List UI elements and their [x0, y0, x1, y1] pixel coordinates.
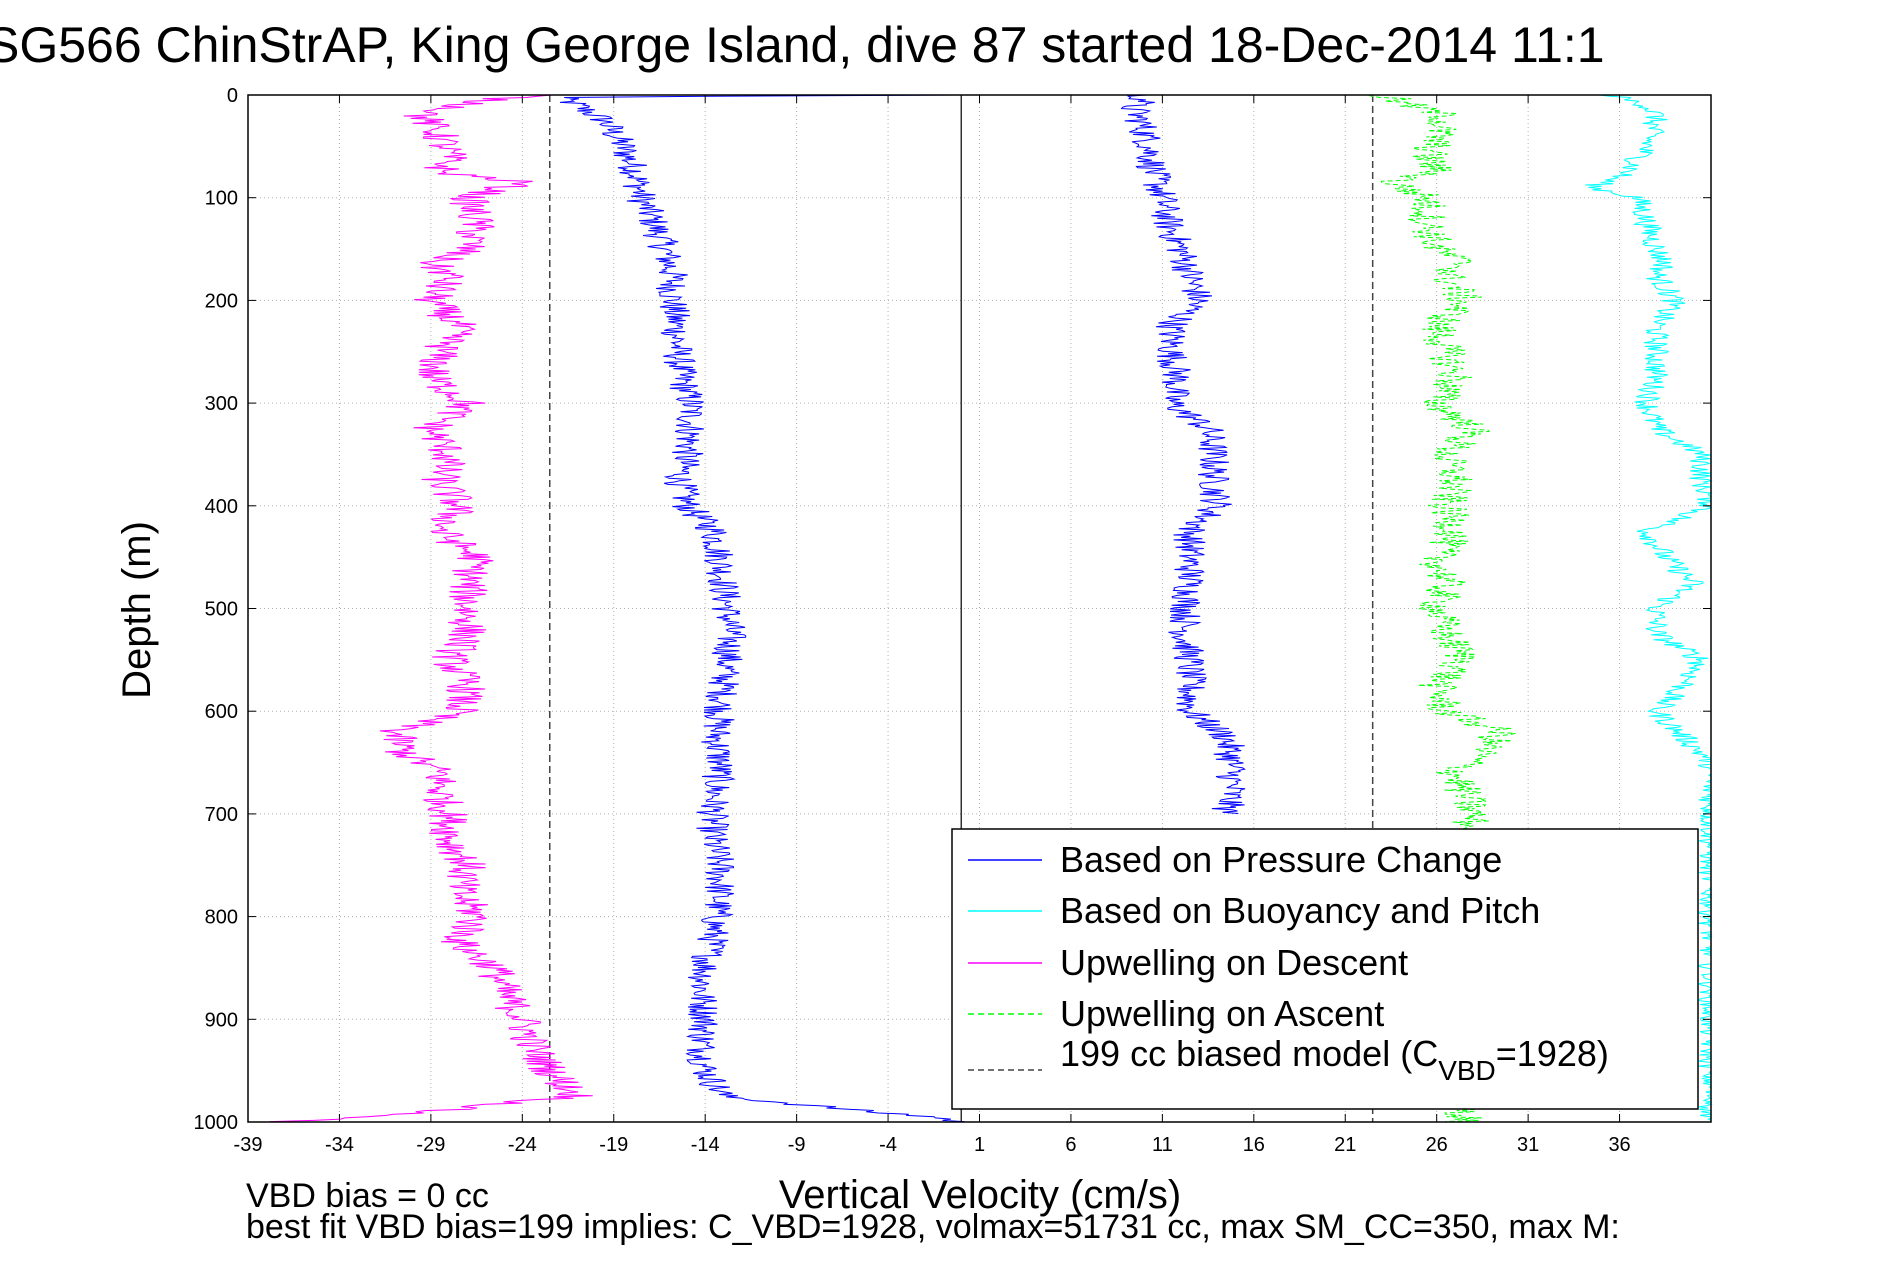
x-tick-label: -29 [416, 1134, 445, 1156]
legend-label-model-main: 199 cc biased model (C [1060, 1033, 1438, 1074]
y-tick-label: 800 [205, 907, 238, 929]
tick-layer: -39 -34 -29 -24 -19 -14 -9 -4 1 6 11 16 21 26 31 360100… [194, 85, 1711, 1156]
y-tick-label: 300 [205, 393, 238, 415]
x-tick-label: -9 [788, 1134, 806, 1156]
series-line-buoyancy-pitch [1585, 94, 1713, 1122]
chart-title: SG566 ChinStrAP, King George Island, div… [0, 17, 1605, 73]
y-tick-label: 100 [205, 188, 238, 210]
legend-label-model-sub: VBD [1438, 1055, 1496, 1086]
x-tick-label: 31 [1517, 1134, 1539, 1156]
x-tick-label: 16 [1243, 1134, 1265, 1156]
y-tick-label: 0 [227, 85, 238, 107]
x-tick-label: -19 [599, 1134, 628, 1156]
series-line-upwelling-descent [269, 94, 593, 1123]
legend-label-buoyancy: Based on Buoyancy and Pitch [1060, 890, 1540, 931]
y-tick-label: 200 [205, 290, 238, 312]
x-tick-label: 1 [974, 1134, 985, 1156]
x-tick-label: 26 [1426, 1134, 1448, 1156]
x-tick-label: 11 [1152, 1134, 1173, 1156]
y-tick-label: 1000 [194, 1112, 239, 1134]
y-tick-label: 600 [205, 701, 238, 723]
vbd-bias-annotation: VBD bias = 0 cc [246, 1177, 489, 1215]
x-tick-label: -14 [691, 1134, 720, 1156]
x-tick-label: -4 [879, 1134, 897, 1156]
x-tick-label: -24 [508, 1134, 537, 1156]
legend-label-ascent: Upwelling on Ascent [1060, 993, 1384, 1034]
series-line-pressure-ascent [1120, 94, 1246, 814]
series-layer [269, 94, 1713, 1123]
legend-label-model: 199 cc biased model (CVBD=1928) [1060, 1033, 1609, 1086]
y-tick-label: 900 [205, 1009, 238, 1031]
x-tick-label: -34 [325, 1134, 354, 1156]
legend-label-pressure: Based on Pressure Change [1060, 839, 1502, 880]
y-axis-label: Depth (m) [115, 521, 159, 699]
y-tick-label: 500 [205, 599, 238, 621]
legend-label-model-tail: =1928) [1496, 1033, 1609, 1074]
x-tick-label: -39 [234, 1134, 263, 1156]
best-fit-annotation: best fit VBD bias=199 implies: C_VBD=192… [246, 1208, 1620, 1246]
y-tick-label: 700 [205, 804, 238, 826]
x-tick-label: 21 [1334, 1134, 1356, 1156]
y-tick-label: 400 [205, 496, 238, 518]
legend-label-descent: Upwelling on Descent [1060, 942, 1408, 983]
x-tick-label: 6 [1065, 1134, 1076, 1156]
x-axis-label: Vertical Velocity (cm/s) [779, 1173, 1181, 1217]
x-tick-label: 36 [1608, 1134, 1630, 1156]
series-line-pressure-descent [559, 94, 965, 1123]
legend: Based on Pressure Change Based on Buoyan… [951, 828, 1699, 1110]
legend-box [951, 828, 1699, 1110]
